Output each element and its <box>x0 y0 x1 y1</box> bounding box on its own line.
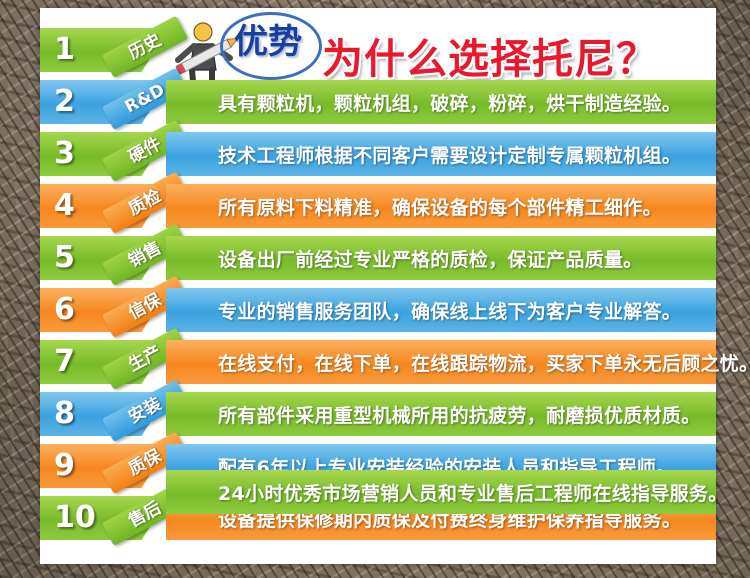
row-text-bar: 所有部件采用重型机械所用的抗疲劳，耐磨损优质材质。 <box>166 392 716 436</box>
row-text-bar: 设备出厂前经过专业严格的质检，保证产品质量。 <box>166 236 716 280</box>
row-number: 8 <box>54 396 75 431</box>
badge-oval-outline <box>220 12 322 80</box>
row-number: 10 <box>54 500 96 535</box>
row-number: 3 <box>54 136 75 171</box>
row-text-bar: 具有颗粒机，颗粒机组，破碎，粉碎，烘干制造经验。 <box>166 80 716 124</box>
row-number: 5 <box>54 240 75 275</box>
row-text-bar: 技术工程师根据不同客户需要设计定制专属颗粒机组。 <box>166 132 716 176</box>
row-text-bar: 24小时优秀市场营销人员和专业售后工程师在线指导服务。 <box>166 470 727 514</box>
row-number: 9 <box>54 448 75 483</box>
row-number: 2 <box>54 84 75 119</box>
row-number: 6 <box>54 292 75 327</box>
row-text-bar: 在线支付，在线下单，在线跟踪物流，买家下单永无后顾之忧。 <box>166 340 750 384</box>
badge-label: 优势 <box>234 22 302 62</box>
row-text-bar: 专业的销售服务团队，确保线上线下为客户专业解答。 <box>166 288 716 332</box>
page-title: 为什么选择托尼？ <box>322 35 658 83</box>
row-number: 4 <box>54 188 75 223</box>
row-number: 1 <box>54 32 75 67</box>
row-number: 7 <box>54 344 75 379</box>
row-text-bar: 所有原料下料精准，确保设备的每个部件精工细作。 <box>166 184 716 228</box>
